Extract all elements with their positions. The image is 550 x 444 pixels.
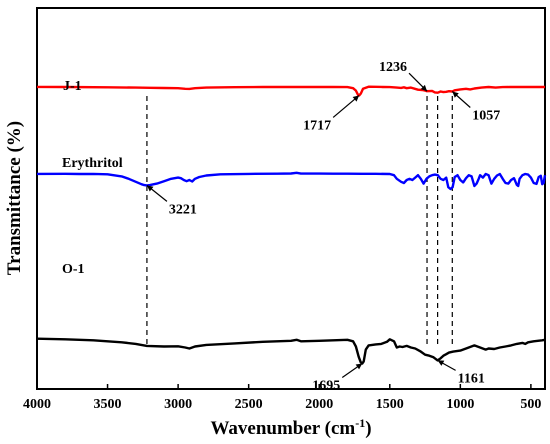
series-label-o-1: O-1 (62, 262, 85, 277)
x-tick-label: 500 (520, 397, 541, 412)
x-tick-label: 4000 (23, 397, 51, 412)
reference-lines (146, 96, 453, 348)
x-tick-label: 3000 (164, 397, 192, 412)
x-tick-label: 1000 (446, 397, 474, 412)
annotation-arrow-head (420, 84, 428, 92)
annotation-arrow-head (355, 363, 363, 370)
series-line-erythritol (36, 171, 547, 191)
x-axis-title-sup: -1 (355, 416, 365, 430)
series-label-erythritol: Erythritol (62, 156, 123, 171)
series-line-j-1 (36, 85, 545, 97)
annotation-label: 3221 (169, 202, 197, 217)
plot-frame (36, 7, 546, 390)
annotation-arrow-head (452, 91, 459, 98)
annotation-label: 1717 (303, 118, 331, 133)
annotation-arrow-head (146, 185, 154, 192)
x-tick-label: 1500 (376, 397, 404, 412)
peak-annotations: 1717 1236 1057 3221 1695 1161 (146, 60, 500, 393)
series-labels: J-1 Erythritol O-1 (62, 79, 123, 277)
annotation-label: 1057 (472, 109, 500, 124)
y-axis-title: Transmittance (%) (4, 121, 25, 275)
annotation-label: 1161 (458, 371, 485, 386)
annotation-label: 1236 (379, 60, 407, 75)
series-layer (36, 85, 547, 365)
x-tick-label: 3500 (94, 397, 122, 412)
series-label-j-1: J-1 (63, 79, 82, 94)
x-tick-label: 2500 (235, 397, 263, 412)
x-axis-title-main: Wavenumber (cm (210, 418, 355, 439)
x-axis-title: Wavenumber (cm-1) (210, 416, 371, 439)
annotation-arrow-head (437, 360, 445, 366)
annotation-arrow-head (352, 95, 360, 102)
x-axis-ticks: 4000 3500 3000 2500 2000 1500 1000 500 (23, 384, 541, 412)
x-tick-label: 2000 (305, 397, 333, 412)
annotation-label: 1695 (312, 378, 340, 393)
series-line-o-1 (36, 337, 546, 365)
x-axis-title-end: ) (365, 418, 371, 439)
